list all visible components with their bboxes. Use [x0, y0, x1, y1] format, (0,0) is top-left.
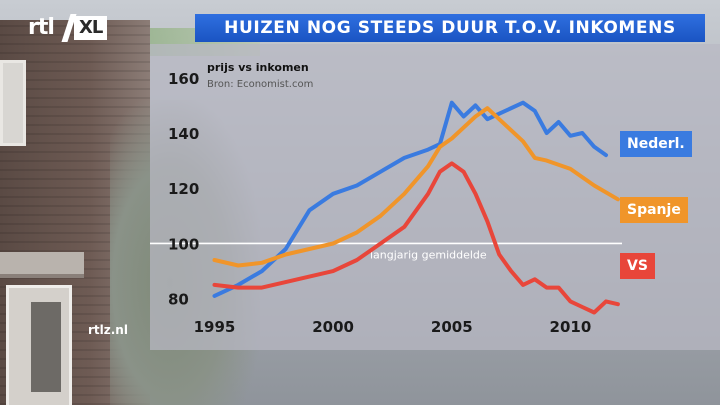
chart-headline: HUIZEN NOG STEEDS DUUR T.O.V. INKOMENS [224, 18, 676, 38]
logo-rtl-text: rtl [28, 15, 55, 40]
y-tick-label: 160 [168, 70, 199, 88]
porch-roof [0, 252, 84, 278]
series-line-vs [212, 161, 620, 315]
x-tick-label: 2010 [550, 318, 592, 336]
x-tick-label: 2000 [312, 318, 354, 336]
chart-title: prijs vs inkomen [207, 61, 309, 74]
legend-label-spanje: Spanje [620, 197, 688, 223]
series-line-nederl [212, 100, 608, 298]
house-door [6, 285, 72, 405]
logo-xl-badge: XL [74, 16, 108, 40]
reference-line-label: langjarig gemiddelde [370, 248, 487, 261]
y-tick-label: 140 [168, 125, 199, 143]
y-tick-label: 120 [168, 180, 199, 198]
house-window [0, 60, 26, 146]
series-line-spanje [212, 106, 620, 268]
x-tick-label: 1995 [194, 318, 236, 336]
y-tick-label: 100 [168, 235, 199, 253]
y-tick-label: 80 [168, 291, 189, 309]
x-tick-label: 2005 [431, 318, 473, 336]
legend-label-nederl: Nederl. [620, 131, 692, 157]
site-url: rtlz.nl [88, 323, 128, 337]
chart-source: Bron: Economist.com [207, 79, 313, 90]
legend-label-vs: VS [620, 253, 655, 279]
title-bar: HUIZEN NOG STEEDS DUUR T.O.V. INKOMENS [195, 14, 705, 42]
